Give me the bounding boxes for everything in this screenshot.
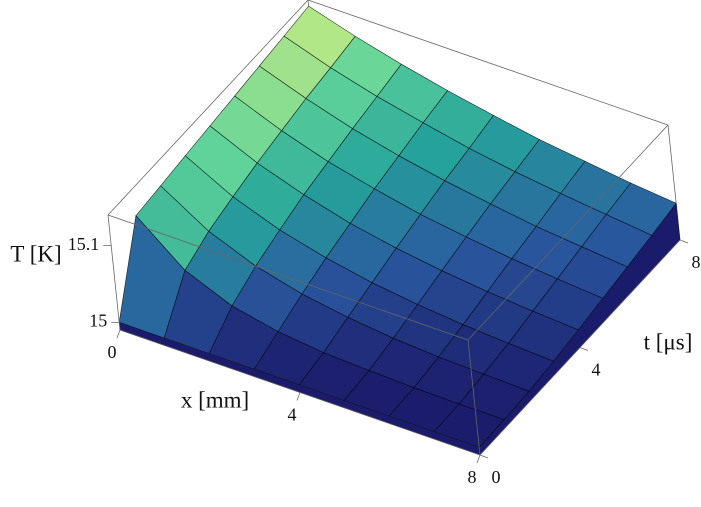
- x-axis-title: x [mm]: [181, 387, 249, 412]
- y-tick: [679, 239, 689, 244]
- x-tick: [296, 392, 301, 401]
- y-tick-label: 4: [592, 360, 601, 380]
- z-axis-title: T [K]: [10, 241, 61, 266]
- z-tick-label: 15.1: [68, 234, 100, 254]
- x-tick-label: 4: [288, 405, 297, 425]
- y-tick-label: 8: [692, 252, 701, 272]
- box-edge: [107, 214, 121, 331]
- y-tick: [579, 347, 589, 351]
- box-edge: [467, 339, 481, 456]
- z-tick-label: 15: [89, 310, 107, 330]
- box-edge: [467, 124, 669, 341]
- box-edge: [107, 0, 309, 216]
- box-edge: [307, 0, 669, 126]
- y-axis-title: t [μs]: [644, 329, 693, 354]
- y-tick: [479, 454, 489, 459]
- x-tick-label: 0: [108, 342, 117, 362]
- x-tick: [116, 329, 121, 339]
- box-edge: [107, 214, 469, 341]
- y-tick-label: 0: [492, 467, 501, 487]
- x-tick-label: 8: [468, 467, 477, 487]
- x-tick: [476, 454, 481, 464]
